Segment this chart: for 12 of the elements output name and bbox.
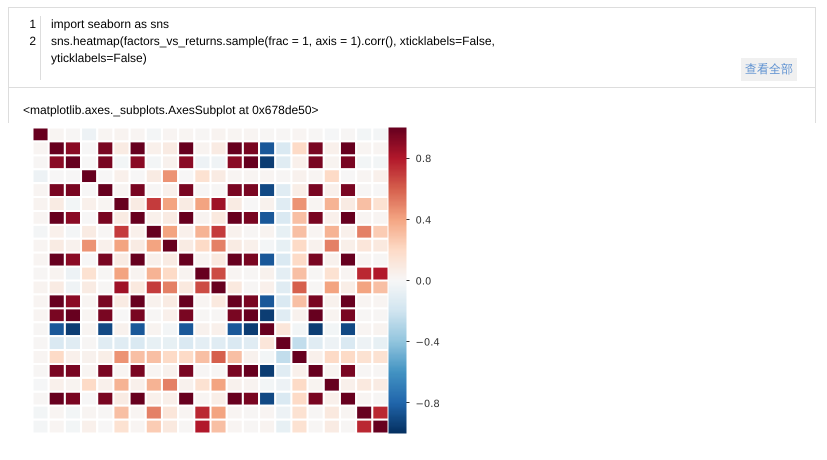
text: 查看全部 xyxy=(741,58,797,82)
text: yticklabels=False) xyxy=(51,51,147,66)
text: 2 xyxy=(29,34,36,48)
color-bar-label: 0.4 xyxy=(416,215,432,226)
color-bar-label: 0.0 xyxy=(416,276,432,288)
text: import seaborn as sns xyxy=(51,17,170,31)
color-bar-label: −0.8 xyxy=(416,398,440,410)
text: sns.heatmap(factors_vs_returns.sample(frac = 1, axis = 1).corr(), xticklabels=False, xyxy=(51,34,495,48)
color-bar-label: 0.8 xyxy=(416,154,432,166)
text: <matplotlib.axes._subplots.AxesSubplot at 0x678de50> xyxy=(8,87,816,123)
color-bar-label: −0.4 xyxy=(416,338,440,349)
text: 1 xyxy=(29,17,36,31)
